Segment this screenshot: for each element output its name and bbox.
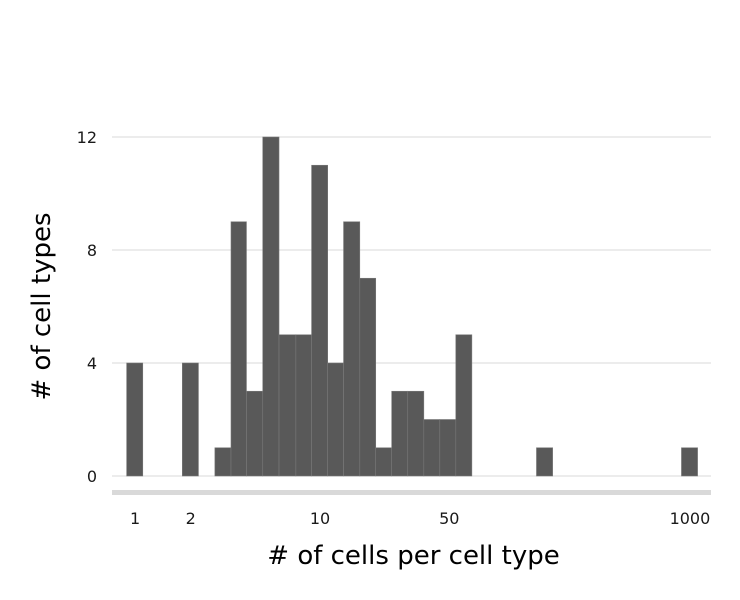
histogram-bar — [262, 136, 280, 477]
histogram-bar — [343, 221, 361, 477]
histogram-bar — [295, 334, 312, 477]
x-axis-title: # of cells per cell type — [267, 541, 559, 571]
y-tick-label: 4 — [87, 354, 97, 373]
x-tick-label: 50 — [439, 509, 459, 528]
histogram-bar — [375, 447, 392, 477]
y-tick-label: 8 — [87, 241, 97, 260]
histogram-bar — [246, 390, 264, 477]
x-tick-label: 1 — [130, 509, 140, 528]
x-axis-line — [112, 490, 711, 495]
x-tick-label: 1000 — [670, 509, 711, 528]
histogram-bar — [311, 164, 329, 477]
histogram-bar — [230, 221, 247, 477]
histogram-bar — [126, 362, 144, 477]
histogram-bar — [327, 362, 344, 477]
y-tick-label: 0 — [87, 467, 97, 486]
x-tick-label: 2 — [186, 509, 196, 528]
y-tick-label: 12 — [77, 128, 97, 147]
histogram-bar — [214, 447, 232, 477]
y-axis-title: # of cell types — [27, 212, 57, 400]
histogram-bar — [359, 277, 377, 477]
x-tick-label: 10 — [310, 509, 330, 528]
histogram-bar — [455, 334, 473, 477]
histogram-bar — [407, 390, 425, 477]
histogram-bar — [391, 390, 409, 477]
histogram-bar — [182, 362, 199, 477]
histogram-bar — [536, 447, 553, 477]
bars — [126, 136, 698, 477]
x-tick-labels: 1 2 10 50 1000 — [130, 509, 710, 528]
histogram-bar — [439, 419, 457, 477]
histogram-bar — [278, 334, 297, 477]
histogram-bar — [423, 419, 441, 477]
histogram-bar — [681, 447, 698, 477]
y-tick-labels: 0 4 8 12 — [77, 128, 97, 486]
